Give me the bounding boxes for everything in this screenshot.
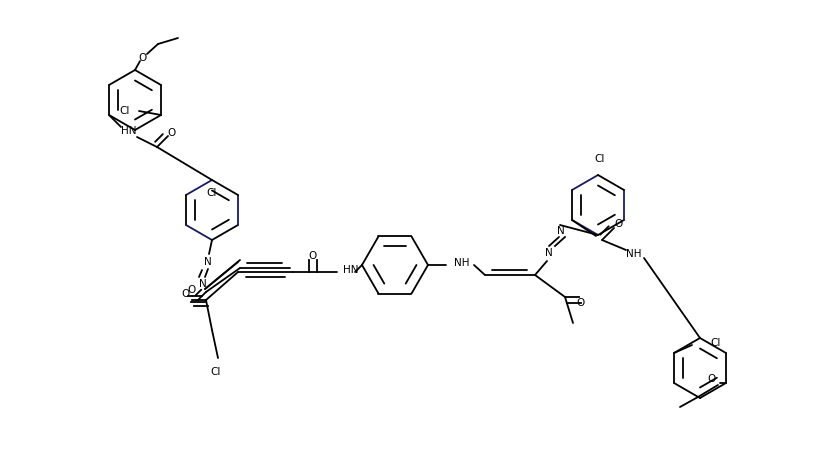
Text: O: O [614,219,622,229]
Text: Cl: Cl [206,188,217,198]
Text: Cl: Cl [710,338,720,348]
Text: O: O [167,128,176,138]
Text: N: N [199,279,207,289]
Text: NH: NH [454,258,470,268]
Text: O: O [139,53,147,63]
Text: O: O [182,289,190,299]
Text: Cl: Cl [211,367,221,377]
Text: N: N [545,248,553,258]
Text: O: O [708,374,716,384]
Text: N: N [557,226,565,236]
Text: O: O [188,285,196,295]
Text: NH: NH [626,249,642,259]
Text: O: O [577,298,585,308]
Text: Cl: Cl [595,154,605,164]
Text: HN: HN [121,126,137,136]
Text: Cl: Cl [119,106,130,116]
Text: HN: HN [343,265,358,275]
Text: O: O [309,251,317,261]
Text: N: N [204,257,212,267]
